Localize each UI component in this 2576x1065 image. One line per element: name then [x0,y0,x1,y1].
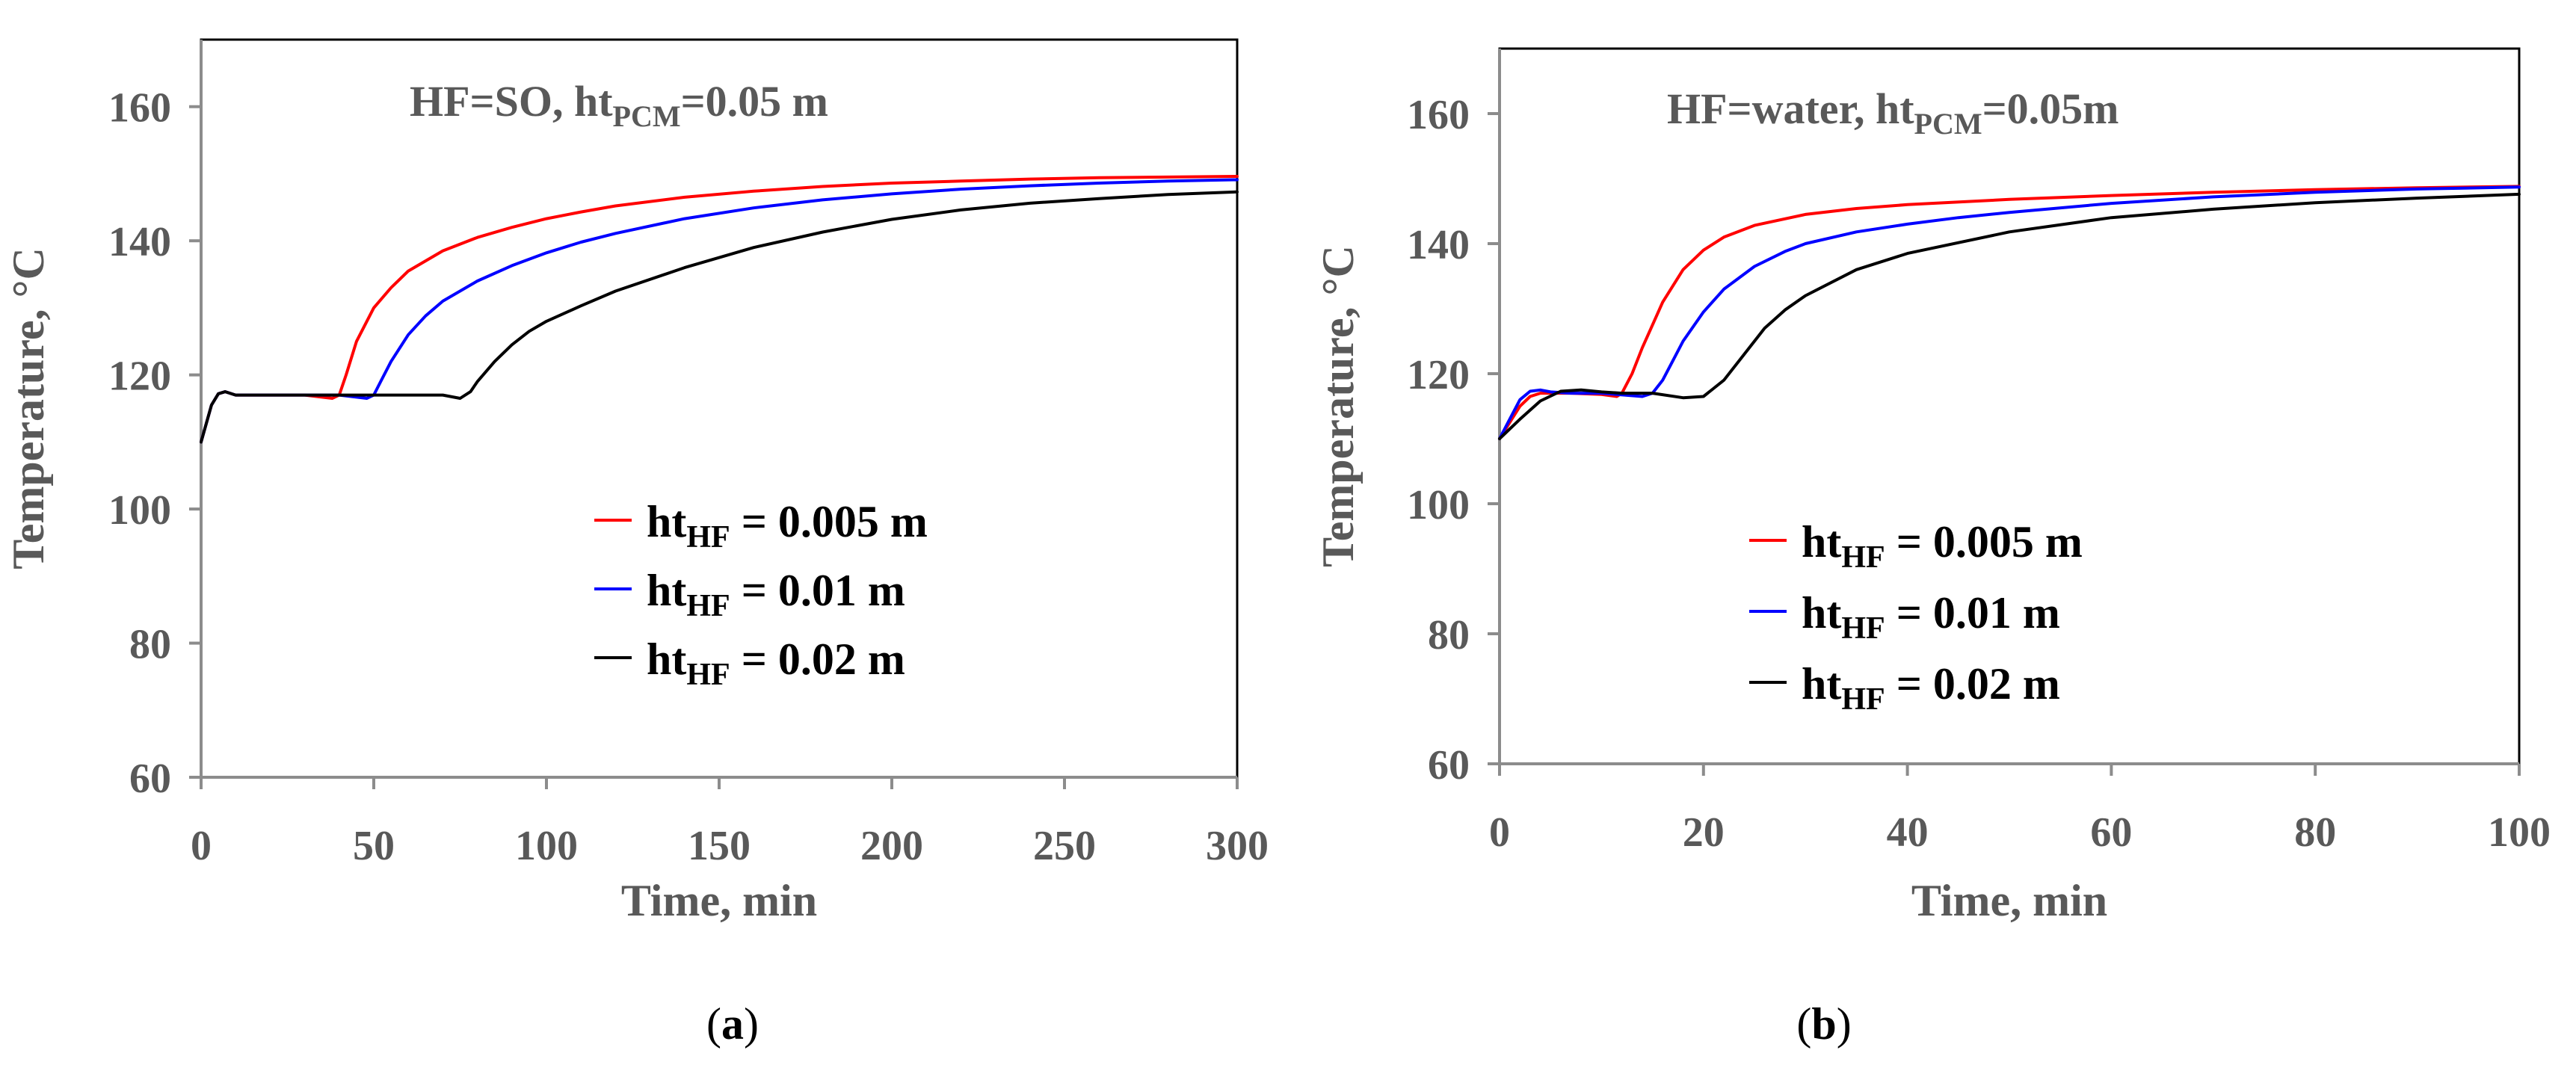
y-tick-label: 160 [1407,92,1470,138]
panel-annotation: HF=water, htPCM=0.05m [1667,84,2119,141]
y-tick-label: 120 [108,354,171,400]
y-axis-title: Temperature, °C [1313,245,1363,567]
x-tick-label: 50 [353,823,395,869]
y-tick-label: 60 [1428,742,1470,788]
legend-entry: htHF = 0.01 m [1802,588,2060,646]
x-tick-label: 150 [688,823,751,869]
y-axis-title: Temperature, °C [4,247,53,569]
y-tick-label: 80 [129,622,171,668]
y-tick-label: 100 [1407,482,1470,528]
plot-frame [1498,47,2521,765]
series-line-3 [200,190,1239,444]
legend-entry: htHF = 0.005 m [1802,517,2083,575]
series-line-2 [200,178,1239,444]
x-tick-label: 200 [860,823,923,869]
x-tick-label: 100 [2488,809,2551,856]
y-tick-label: 160 [108,85,171,132]
series-line-1 [1498,185,2521,440]
legend-entry: htHF = 0.01 m [647,566,905,623]
x-axis-title: Time, min [621,876,817,925]
panel-label: (b) [1796,999,1851,1049]
legend-entry: htHF = 0.02 m [1802,659,2060,717]
x-tick-label: 40 [1887,809,1929,856]
panel-annotation: HF=SO, htPCM=0.05 m [410,77,828,133]
x-tick-label: 100 [515,823,578,869]
legend-entry: htHF = 0.005 m [647,497,928,555]
x-tick-label: 80 [2294,809,2336,856]
x-tick-label: 0 [1489,809,1510,856]
y-tick-label: 140 [1407,222,1470,268]
y-tick-label: 100 [108,487,171,534]
panel-a: 60 80 100 120 140 160 0 50 100 150 200 250 300 HF=SO,… [4,38,1269,1049]
x-tick-label: 300 [1206,823,1269,869]
panel-b: 60 80 100 120 140 160 0 20 40 60 80 100 HF=water, ht… [1313,47,2551,1049]
y-tick-label: 60 [129,756,171,802]
series-line-3 [1498,192,2521,440]
y-tick-label: 80 [1428,612,1470,658]
x-tick-label: 250 [1033,823,1096,869]
y-tick-label: 120 [1407,352,1470,398]
y-tick-label: 140 [108,219,171,265]
legend-entry: htHF = 0.02 m [647,635,905,692]
x-axis-title: Time, min [1911,876,2107,925]
panel-label: (a) [706,999,759,1049]
x-tick-label: 0 [191,823,212,869]
series-line-1 [200,175,1239,444]
series-line-2 [1498,185,2521,440]
x-tick-label: 60 [2090,809,2132,856]
x-tick-label: 20 [1683,809,1725,856]
